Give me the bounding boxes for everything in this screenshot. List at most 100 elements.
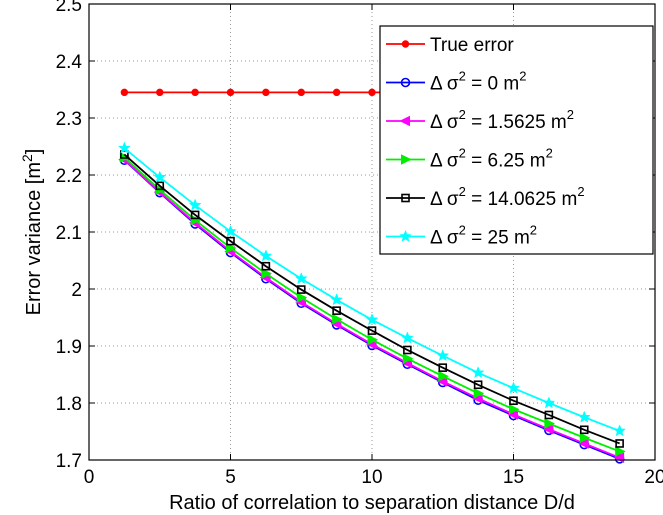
data-point (224, 224, 237, 237)
legend-label: Δ σ2 = 25 m2 (430, 223, 537, 249)
legend-label: Δ σ2 = 6.25 m2 (430, 146, 553, 172)
legend-swatch-marker (400, 77, 411, 88)
data-point (262, 88, 270, 97)
data-point (473, 388, 485, 399)
legend-label: Δ σ2 = 0 m2 (430, 69, 526, 95)
legend-label-text: Δ σ (430, 151, 459, 172)
series-4 (120, 150, 624, 448)
x-tick-label: 10 (361, 467, 382, 488)
data-point (297, 88, 305, 97)
tick-labels: 0 5 10 15 20 1.7 1.8 1.9 2 2.1 2.2 2.3 2.4 2.5 (56, 0, 663, 488)
y-tick-label: 2.3 (56, 109, 82, 130)
legend-label-sup: 2 (459, 107, 466, 122)
legend-item: Δ σ2 = 0 m2 (386, 69, 526, 95)
x-tick-label: 0 (84, 467, 95, 488)
legend-label-text: Δ σ (430, 189, 459, 210)
legend-label-text: = 14.0625 m (466, 189, 577, 210)
y-axis-label: Error variance [m2] (19, 149, 45, 316)
data-point (190, 210, 200, 220)
data-point (613, 424, 626, 437)
data-point (156, 88, 164, 97)
data-point (259, 249, 273, 262)
legend-label-text: = 1.5625 m (466, 112, 567, 133)
legend-swatch-marker (399, 229, 412, 242)
data-point (226, 236, 235, 246)
data-point (188, 198, 202, 211)
data-point (261, 268, 272, 279)
data-point (401, 331, 414, 344)
y-tick-label: 2.2 (56, 166, 82, 187)
series-5 (118, 141, 626, 437)
data-point (438, 363, 448, 372)
data-point (296, 292, 308, 303)
data-point (226, 88, 235, 97)
legend-label-sup: 2 (459, 146, 466, 161)
y-tick-label: 1.9 (56, 337, 82, 358)
legend-label: Δ σ2 = 1.5625 m2 (430, 107, 574, 133)
data-point (615, 439, 624, 448)
data-series (118, 88, 626, 464)
data-point (118, 141, 131, 154)
legend-label-sup: 2 (459, 184, 466, 199)
y-tick-label: 1.7 (56, 451, 82, 472)
x-tick-label: 20 (644, 467, 663, 488)
legend-label-text: = 6.25 m (466, 151, 546, 172)
y-tick-label: 2.1 (56, 223, 82, 244)
y-tick-label: 1.8 (56, 394, 82, 415)
legend-label-text: Δ σ (430, 112, 459, 133)
data-point (438, 370, 449, 382)
legend-label-sup: 2 (519, 69, 526, 84)
legend-label-sup: 2 (459, 223, 466, 238)
series-3 (119, 152, 626, 457)
data-point (579, 432, 591, 444)
legend-label-sup: 2 (577, 184, 584, 199)
legend-label: Δ σ2 = 14.0625 m2 (430, 184, 585, 210)
legend-label-sup: 2 (546, 146, 553, 161)
legend-item: Δ σ2 = 6.25 m2 (386, 146, 553, 172)
legend-item: Δ σ2 = 25 m2 (386, 223, 537, 249)
legend-item: True error (386, 35, 514, 56)
legend-label-text: True error (430, 35, 514, 56)
legend-box (379, 25, 654, 255)
data-point (296, 285, 306, 294)
data-point (544, 410, 554, 420)
data-point (578, 438, 589, 449)
legend-label-text: Δ σ (430, 74, 459, 95)
data-point (579, 425, 589, 435)
y-tick-label: 2.5 (56, 0, 82, 16)
y-axis-label-sup: 2 (19, 154, 35, 162)
y-axis-label-tail: ] (23, 149, 45, 155)
x-tick-label: 15 (503, 467, 524, 488)
data-point (403, 345, 412, 355)
data-point (330, 293, 343, 306)
data-point (368, 88, 376, 97)
data-point (191, 88, 199, 97)
legend-swatch-marker (401, 154, 412, 165)
legend-swatch-marker (401, 193, 410, 203)
legend-swatch-marker (399, 115, 410, 127)
x-tick-label: 5 (225, 467, 236, 488)
data-point (332, 306, 341, 315)
plot-frame (88, 3, 656, 461)
data-point (402, 353, 414, 364)
legend-label-sup: 2 (530, 223, 537, 238)
data-point (473, 380, 483, 390)
data-point (509, 396, 518, 406)
data-point (261, 261, 271, 271)
data-point (544, 418, 555, 429)
legend-item: Δ σ2 = 14.0625 m2 (386, 184, 585, 210)
legend-swatch-marker (401, 40, 410, 48)
legend-label-sup: 2 (459, 69, 466, 84)
axes (88, 3, 656, 461)
legend-label-text: = 25 m (466, 228, 530, 249)
data-point (471, 366, 485, 379)
legend-item: Δ σ2 = 1.5625 m2 (386, 107, 574, 133)
data-point (509, 403, 520, 415)
legend-label-sup: 2 (567, 107, 574, 122)
data-point (120, 88, 129, 97)
data-point (332, 88, 341, 97)
y-tick-label: 2 (71, 280, 82, 301)
data-point (615, 446, 626, 457)
